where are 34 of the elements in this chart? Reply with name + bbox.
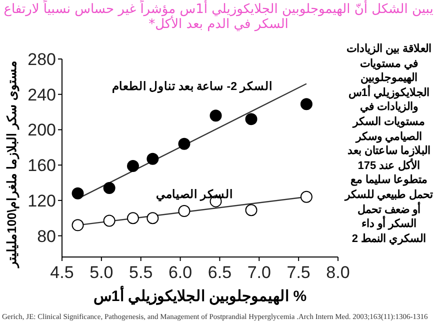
- y-tick-label: 80: [37, 226, 56, 246]
- text: العلاقة بين الزيادات في مستويات الهيموجلوبين الجلايكوزيلي أ1س والزيادات في مستويات السكر الصيامي وسكر البلازما ساعتان بعد الأكل عند 175 متطوعا سليما مع تحمل طبيعي للسكر أو ضعف تحمل السكر أو داء السكري النمط 2: [344, 43, 434, 245]
- x-tick-label: 5.0: [90, 263, 114, 282]
- y-axis-title: مستوى سكر البلازما ملغرام\100مليليتر: [5, 60, 20, 268]
- y-tick-label: 280: [28, 50, 56, 69]
- x-tick-label: 7.5: [286, 263, 310, 282]
- point: [126, 212, 139, 224]
- series-label: السكر الصيامي: [156, 188, 232, 202]
- point: [126, 160, 139, 172]
- x-tick-label: 8.0: [326, 263, 350, 282]
- x-tick-label: 5.5: [129, 263, 153, 282]
- point: [178, 205, 190, 218]
- point: [103, 214, 116, 227]
- x-tick-label: 6.5: [208, 263, 232, 282]
- point: [146, 152, 159, 165]
- point: [245, 204, 258, 216]
- x-tick-label: 7.0: [247, 263, 271, 282]
- text: السكر 2- ساعة بعد تناول الطعام: [112, 80, 272, 94]
- point: [210, 110, 222, 122]
- point: [146, 212, 159, 224]
- point: [300, 98, 312, 110]
- y-tick-label: 240: [28, 85, 56, 104]
- point: [103, 182, 116, 194]
- y-tick-label: 120: [28, 191, 56, 210]
- point: [72, 187, 84, 200]
- y-tick-label: 200: [28, 120, 56, 140]
- x-axis-title: % الهيموجلوبين الجلايكوزيلي أ1س: [93, 285, 307, 306]
- point: [245, 113, 258, 126]
- x-tick-label: 6.0: [168, 263, 192, 282]
- point: [178, 138, 190, 150]
- x-tick-label: 4.5: [50, 263, 74, 282]
- point: [300, 190, 312, 203]
- point: [72, 219, 84, 232]
- y-tick-label: 160: [28, 156, 56, 176]
